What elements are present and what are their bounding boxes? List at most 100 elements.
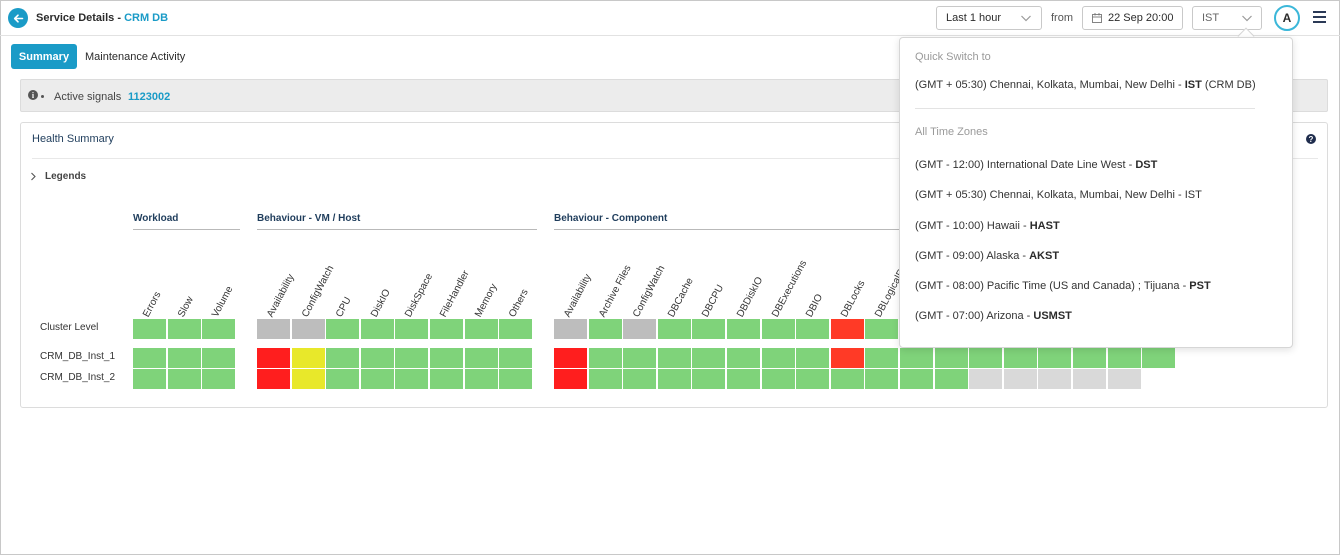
health-cell[interactable] [168,369,201,389]
health-cell[interactable] [395,319,428,339]
health-cell[interactable] [554,319,587,339]
health-cell[interactable] [395,348,428,368]
health-cell[interactable] [1038,348,1071,368]
health-cell[interactable] [796,319,829,339]
health-cell[interactable] [969,348,1002,368]
health-cell[interactable] [762,369,795,389]
health-cell[interactable] [395,369,428,389]
timezone-option[interactable]: (GMT - 10:00) Hawaii - HAST [915,220,1060,232]
date-picker-button[interactable]: 22 Sep 20:00 [1082,6,1183,30]
health-cell[interactable] [1108,369,1141,389]
health-cell[interactable] [1073,348,1106,368]
health-cell[interactable] [831,369,864,389]
health-cell[interactable] [554,348,587,368]
health-cell[interactable] [499,319,532,339]
timezone-option[interactable]: (GMT - 09:00) Alaska - AKST [915,250,1059,262]
health-cell[interactable] [796,369,829,389]
health-cell[interactable] [658,348,691,368]
health-cell[interactable] [554,369,587,389]
health-cell[interactable] [202,319,235,339]
health-cell[interactable] [326,319,359,339]
health-cell[interactable] [796,348,829,368]
health-cell[interactable] [465,369,498,389]
health-cell[interactable] [589,348,622,368]
column-label: Errors [141,289,164,320]
active-signals-count[interactable]: 1123002 [128,91,171,103]
health-cell[interactable] [257,369,290,389]
health-cell[interactable] [1073,369,1106,389]
health-cell[interactable] [589,369,622,389]
health-cell[interactable] [623,348,656,368]
health-cell[interactable] [623,369,656,389]
health-cell[interactable] [257,319,290,339]
health-cell[interactable] [762,348,795,368]
user-avatar[interactable]: A [1274,5,1300,31]
health-cell[interactable] [326,369,359,389]
health-cell[interactable] [202,348,235,368]
health-cell[interactable] [831,319,864,339]
tz-name: (GMT - 08:00) Pacific Time (US and Canad… [915,280,1190,292]
health-cell[interactable] [935,348,968,368]
health-cell[interactable] [257,348,290,368]
health-cell[interactable] [1142,348,1175,368]
health-cell[interactable] [1038,369,1071,389]
timezone-option[interactable]: (GMT - 12:00) International Date Line We… [915,159,1157,171]
timezone-option[interactable]: (GMT - 08:00) Pacific Time (US and Canad… [915,280,1211,292]
health-cell[interactable] [831,348,864,368]
health-cell[interactable] [865,348,898,368]
health-cell[interactable] [361,319,394,339]
health-cell[interactable] [589,319,622,339]
health-cell[interactable] [168,319,201,339]
health-cell[interactable] [727,369,760,389]
health-cell[interactable] [1108,348,1141,368]
health-cell[interactable] [465,348,498,368]
health-cell[interactable] [900,348,933,368]
health-cell[interactable] [865,369,898,389]
timezone-option[interactable]: (GMT + 05:30) Chennai, Kolkata, Mumbai, … [915,189,1202,201]
legends-toggle[interactable]: Legends [30,171,86,182]
health-cell[interactable] [361,348,394,368]
health-cell[interactable] [361,369,394,389]
tz-code: AKST [1029,250,1060,262]
health-cell[interactable] [658,319,691,339]
health-cell[interactable] [692,348,725,368]
health-cell[interactable] [133,348,166,368]
health-cell[interactable] [430,319,463,339]
health-cell[interactable] [692,319,725,339]
health-cell[interactable] [292,319,325,339]
health-cell[interactable] [499,369,532,389]
health-cell[interactable] [900,369,933,389]
health-cell[interactable] [727,319,760,339]
health-cell[interactable] [865,319,898,339]
health-cell[interactable] [692,369,725,389]
back-button[interactable] [8,8,28,28]
health-cell[interactable] [658,369,691,389]
quick-switch-item[interactable]: (GMT + 05:30) Chennai, Kolkata, Mumbai, … [915,79,1256,91]
tab-summary[interactable]: Summary [11,44,77,69]
health-cell[interactable] [935,369,968,389]
health-cell[interactable] [133,319,166,339]
health-cell[interactable] [133,369,166,389]
health-cell[interactable] [430,348,463,368]
time-range-select[interactable]: Last 1 hour [936,6,1042,30]
health-cell[interactable] [430,369,463,389]
health-cell[interactable] [292,348,325,368]
timezone-option[interactable]: (GMT - 07:00) Arizona - USMST [915,310,1072,322]
health-cell[interactable] [499,348,532,368]
health-cell[interactable] [168,348,201,368]
health-cell[interactable] [202,369,235,389]
tab-maintenance-activity[interactable]: Maintenance Activity [85,50,186,63]
health-cell[interactable] [1004,369,1037,389]
health-cell[interactable] [465,319,498,339]
column-label: DBLocks [839,278,868,320]
hamburger-menu-icon[interactable] [1313,11,1326,23]
health-cell[interactable] [292,369,325,389]
health-cell[interactable] [727,348,760,368]
health-cell[interactable] [762,319,795,339]
health-cell[interactable] [326,348,359,368]
health-cell[interactable] [623,319,656,339]
timezone-select[interactable]: IST [1192,6,1262,30]
health-cell[interactable] [1004,348,1037,368]
health-cell[interactable] [969,369,1002,389]
help-icon[interactable]: ? [1306,134,1316,144]
